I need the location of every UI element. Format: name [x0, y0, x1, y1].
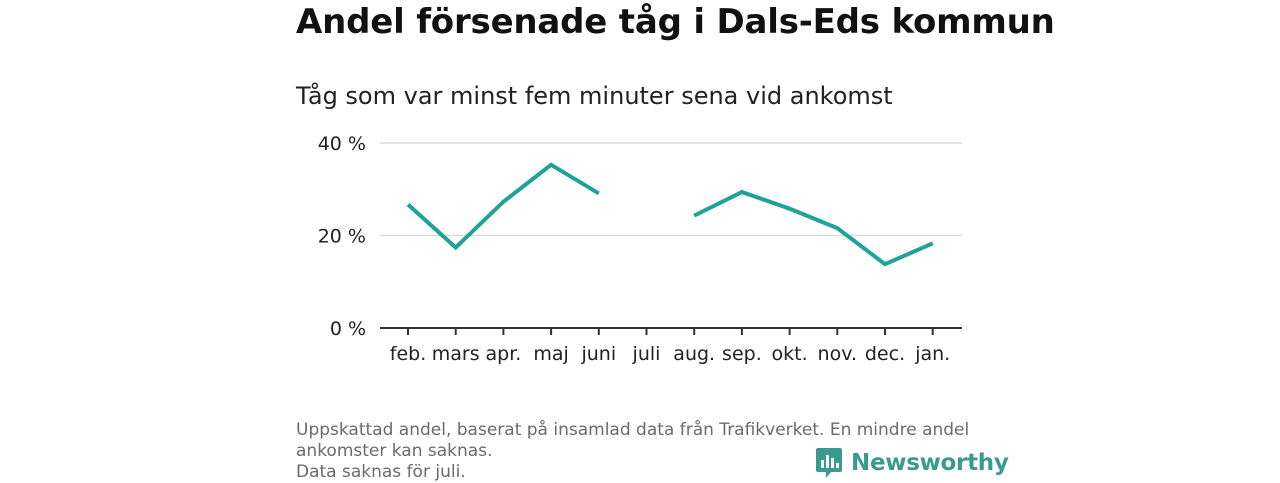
x-tick-label: aug.	[673, 343, 715, 365]
chart-title: Andel försenade tåg i Dals-Eds kommun	[296, 2, 1055, 42]
y-axis-ticks: 0 % 20 % 40 %	[318, 133, 366, 340]
x-tick-label: okt.	[772, 343, 808, 365]
x-tick-label: juli	[632, 343, 661, 365]
x-tick-label: apr.	[485, 343, 521, 365]
x-axis: feb. mars apr. maj juni juli aug. sep. okt. nov. d…	[380, 327, 962, 365]
x-tick-label: feb.	[390, 343, 426, 365]
x-tick-label: maj	[533, 343, 568, 365]
grid-lines	[380, 142, 962, 237]
data-series	[406, 162, 934, 267]
footer-note: Uppskattad andel, baserat på insamlad da…	[296, 420, 986, 483]
x-tick-label: nov.	[818, 343, 857, 365]
brand-name: Newsworthy	[851, 450, 1009, 476]
x-tick-label: juni	[580, 343, 616, 365]
newsworthy-logo: Newsworthy	[815, 446, 1009, 480]
x-tick-label: jan.	[914, 343, 950, 365]
footer-note-line: ankomster kan saknas.	[296, 441, 493, 461]
series-line	[693, 189, 934, 267]
y-tick-label: 0 %	[330, 318, 366, 340]
y-tick-label: 20 %	[318, 226, 366, 248]
y-tick-label: 40 %	[318, 133, 366, 155]
chart-subtitle: Tåg som var minst fem minuter sena vid a…	[296, 82, 893, 110]
x-tick-label: mars	[432, 343, 480, 365]
bar-chart-icon	[816, 448, 842, 478]
series-line	[406, 162, 600, 251]
x-tick-label: sep.	[722, 343, 762, 365]
footer-note-line: Data saknas för juli.	[296, 462, 466, 482]
x-tick-label: dec.	[865, 343, 905, 365]
line-chart: 0 % 20 % 40 % feb. mars apr. maj juni juli aug. s…	[318, 133, 962, 365]
footer-note-line: Uppskattad andel, baserat på insamlad da…	[296, 420, 970, 440]
